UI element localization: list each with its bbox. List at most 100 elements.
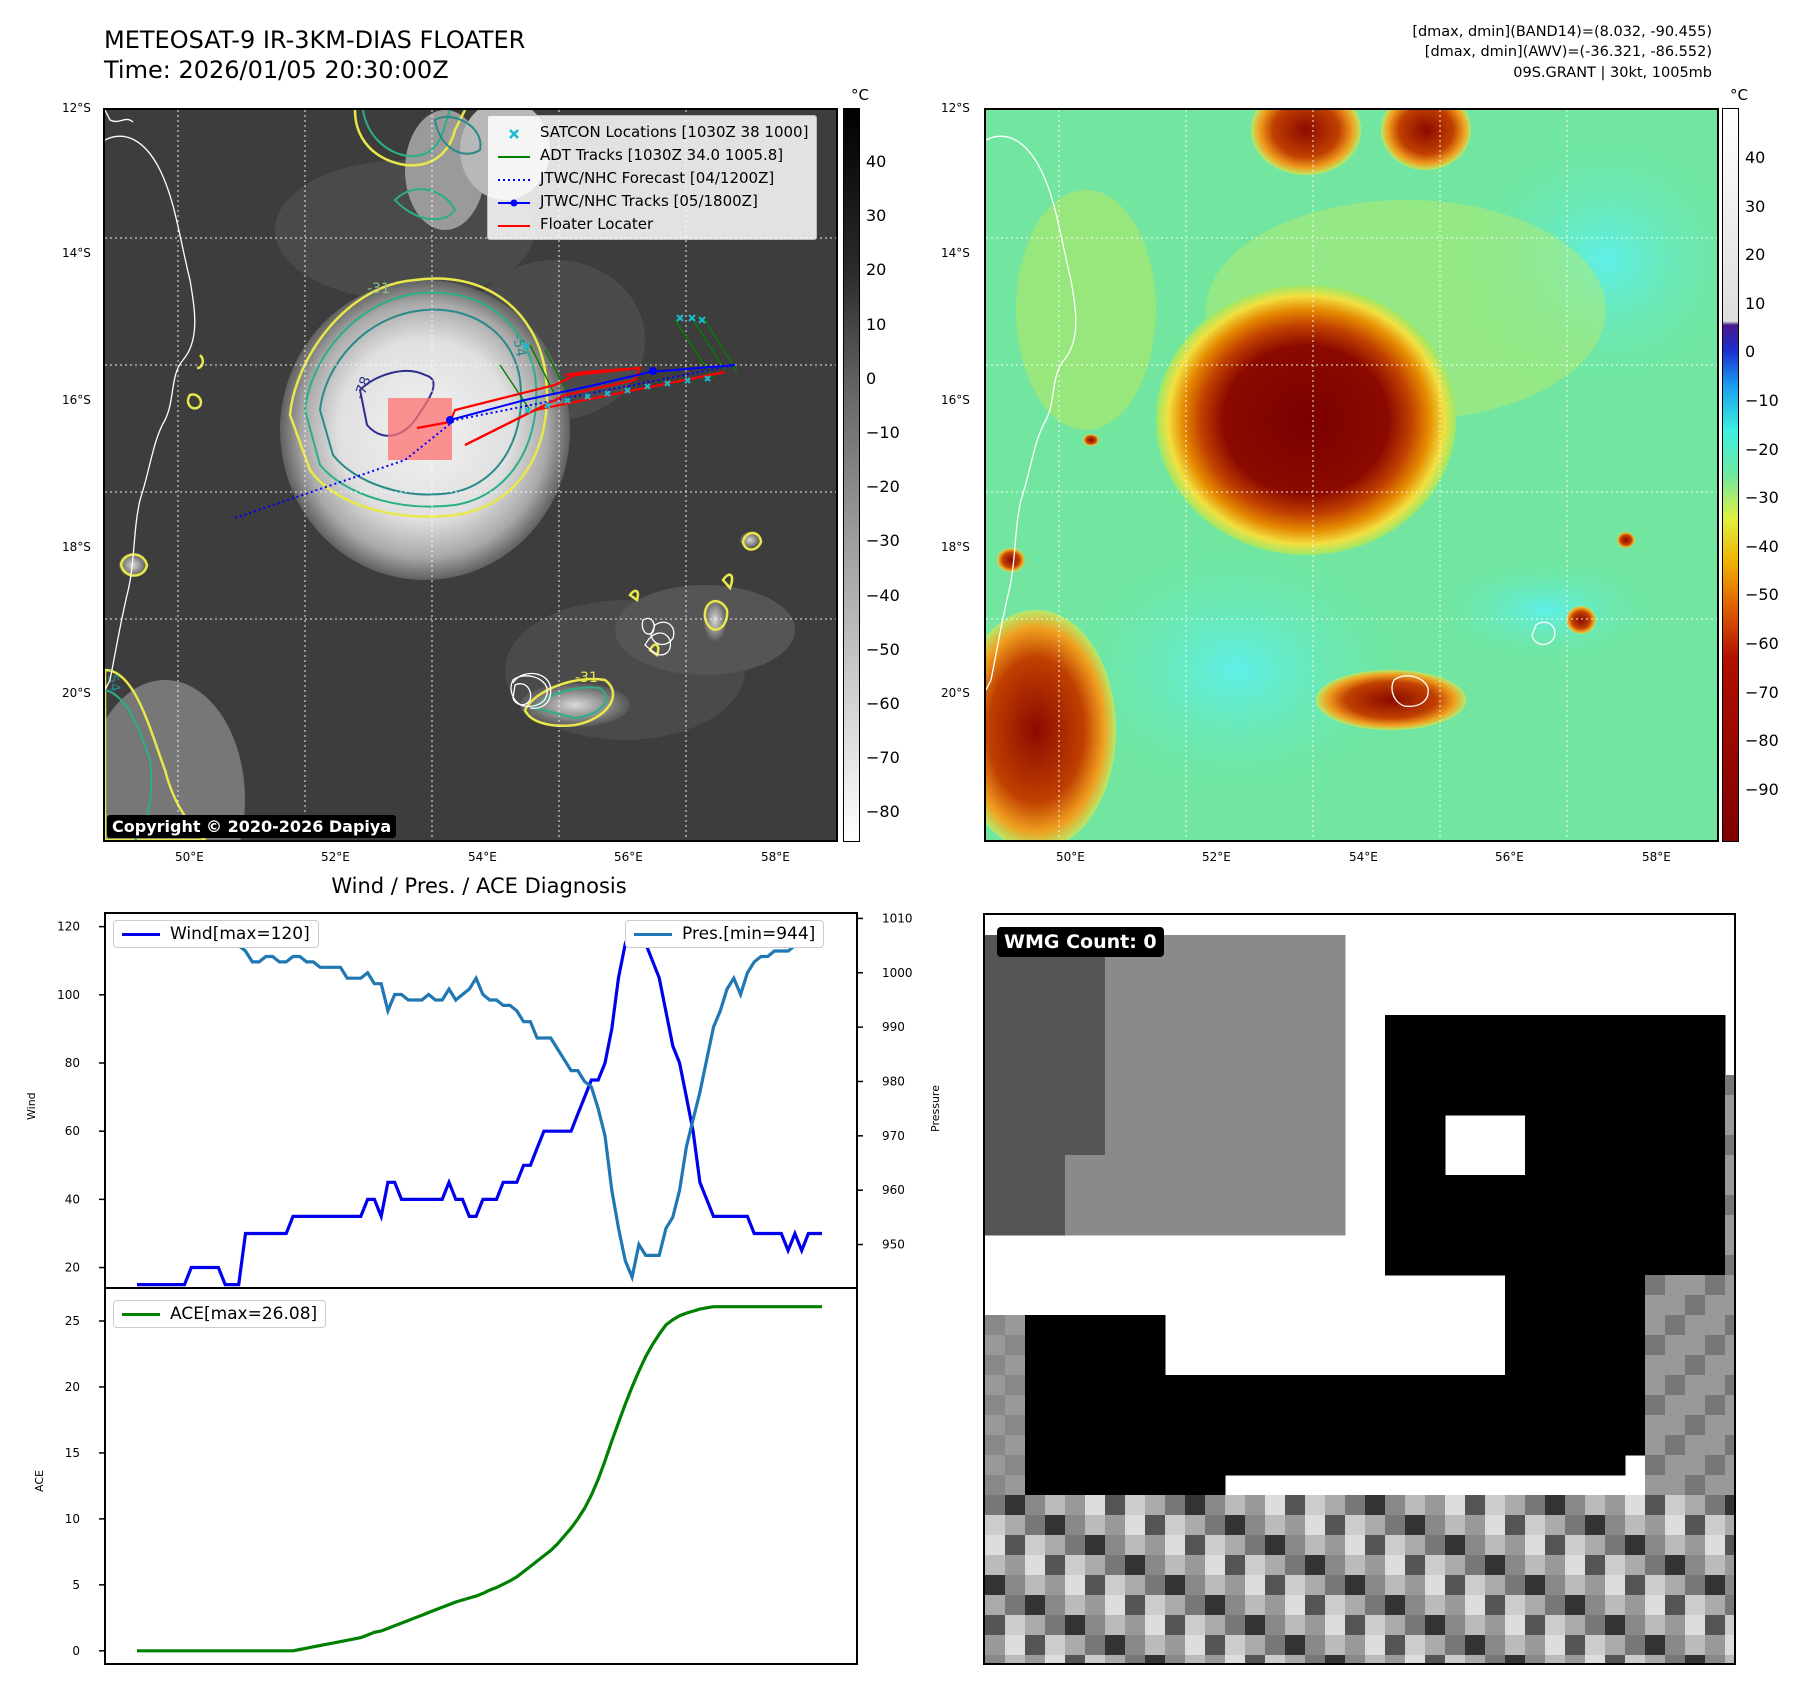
wmg-cell: [1025, 1015, 1046, 1036]
wmg-cell: [1305, 1015, 1326, 1036]
colorbar-tick: −50: [866, 639, 900, 659]
wmg-cell: [1545, 1655, 1566, 1663]
wmg-cell: [1285, 1035, 1306, 1056]
wmg-cell: [1325, 1435, 1346, 1456]
wmg-cell: [1065, 975, 1086, 996]
wmg-cell: [1425, 1115, 1446, 1136]
wmg-cell: [1225, 1035, 1246, 1056]
wmg-cell: [1505, 1315, 1526, 1336]
wmg-cell: [1245, 1455, 1266, 1476]
wmg-cell: [1645, 1175, 1666, 1196]
wmg-cell: [1445, 1055, 1466, 1076]
pressure-legend-label: Pres.[min=944]: [682, 924, 816, 944]
wmg-cell: [1365, 1555, 1386, 1576]
line-icon: [122, 1312, 160, 1316]
wmg-cell: [1725, 1575, 1734, 1596]
wmg-cell: [1545, 1635, 1566, 1656]
wmg-cell: [1405, 1075, 1426, 1096]
wmg-cell: [1385, 1495, 1406, 1516]
wmg-cell: [1565, 1115, 1586, 1136]
wmg-cell: [1545, 1375, 1566, 1396]
wmg-cell: [1705, 1355, 1726, 1376]
wmg-cell: [1725, 1455, 1734, 1476]
wmg-cell: [1645, 1035, 1666, 1056]
wmg-cell: [1085, 1595, 1106, 1616]
wmg-cell: [1065, 1375, 1086, 1396]
wmg-cell: [1025, 1635, 1046, 1656]
wmg-cell: [1485, 1615, 1506, 1636]
wmg-cell: [1205, 1175, 1226, 1196]
wmg-cell: [1465, 1535, 1486, 1556]
wmg-cell: [1165, 1455, 1186, 1476]
wmg-cell: [1245, 1195, 1266, 1216]
wmg-cell: [1385, 1615, 1406, 1636]
wmg-cell: [1405, 1055, 1426, 1076]
wmg-cell: [1685, 1495, 1706, 1516]
wmg-cell: [1245, 935, 1266, 956]
wmg-cell: [1205, 1455, 1226, 1476]
wmg-cell: [1305, 1615, 1326, 1636]
wmg-cell: [1325, 1075, 1346, 1096]
wmg-cell: [1725, 1395, 1734, 1416]
wmg-cell: [1105, 1075, 1126, 1096]
wmg-cell: [1145, 975, 1166, 996]
wmg-cell: [1125, 1395, 1146, 1416]
wmg-cell: [1485, 1395, 1506, 1416]
wmg-cell: [1305, 1395, 1326, 1416]
wmg-cell: [1645, 1495, 1666, 1516]
wmg-cell: [1305, 1375, 1326, 1396]
wmg-cell: [1105, 1435, 1126, 1456]
wmg-cell: [1185, 1115, 1206, 1136]
wmg-cell: [1465, 1395, 1486, 1416]
wmg-cell: [1505, 1215, 1526, 1236]
wmg-cell: [1065, 1355, 1086, 1376]
wmg-cell: [1525, 1035, 1546, 1056]
wmg-cell: [1165, 1555, 1186, 1576]
wmg-cell: [1405, 1655, 1426, 1663]
wmg-cell: [1285, 1055, 1306, 1076]
wmg-cell: [1725, 1075, 1734, 1096]
wmg-cell: [1165, 1415, 1186, 1436]
wmg-cell: [1665, 1055, 1686, 1076]
wmg-cell: [1285, 1415, 1306, 1436]
wmg-cell: [1045, 1155, 1066, 1176]
wmg-cell: [1545, 1535, 1566, 1556]
wmg-cell: [1425, 1055, 1446, 1076]
colorbar-tick: −10: [1745, 391, 1779, 410]
colorbar-tick: 40: [1745, 148, 1766, 167]
wmg-cell: [1325, 1535, 1346, 1556]
wmg-cell: [1645, 1655, 1666, 1663]
wmg-cell: [1705, 1515, 1726, 1536]
wmg-cell: [1565, 1495, 1586, 1516]
wmg-count-badge: WMG Count: 0: [997, 927, 1164, 957]
wmg-cell: [1085, 1035, 1106, 1056]
wmg-cell: [1465, 1255, 1486, 1276]
wmg-cell: [1165, 1095, 1186, 1116]
wmg-cell: [1005, 1655, 1026, 1663]
wmg-cell: [1285, 1175, 1306, 1196]
wmg-cell: [1525, 1415, 1546, 1436]
wmg-cell: [1185, 1075, 1206, 1096]
wmg-cell: [1485, 1455, 1506, 1476]
wmg-cell: [1085, 955, 1106, 976]
wind-line: [137, 923, 822, 1287]
wmg-cell: [1205, 1495, 1226, 1516]
wmg-cell: [1645, 1215, 1666, 1236]
wmg-cell: [1065, 1015, 1086, 1036]
wmg-cell: [1145, 1435, 1166, 1456]
wmg-cell: [1305, 1095, 1326, 1116]
wmg-cell: [1065, 995, 1086, 1016]
wmg-cell: [985, 1615, 1006, 1636]
wmg-cell: [1465, 1575, 1486, 1596]
wmg-cell: [1525, 1595, 1546, 1616]
info-line-2: [dmax, dmin](AWV)=(-36.321, -86.552): [1424, 44, 1712, 60]
wmg-cell: [1665, 1375, 1686, 1396]
wmg-cell: [1525, 1435, 1546, 1456]
wmg-cell: [1225, 1195, 1246, 1216]
wmg-cell: [1625, 1335, 1646, 1356]
wmg-cell: [1285, 1615, 1306, 1636]
wmg-cell: [1285, 1535, 1306, 1556]
wmg-cell: [1725, 1095, 1734, 1116]
wmg-cell: [1485, 1535, 1506, 1556]
wmg-cell: [1565, 1555, 1586, 1576]
